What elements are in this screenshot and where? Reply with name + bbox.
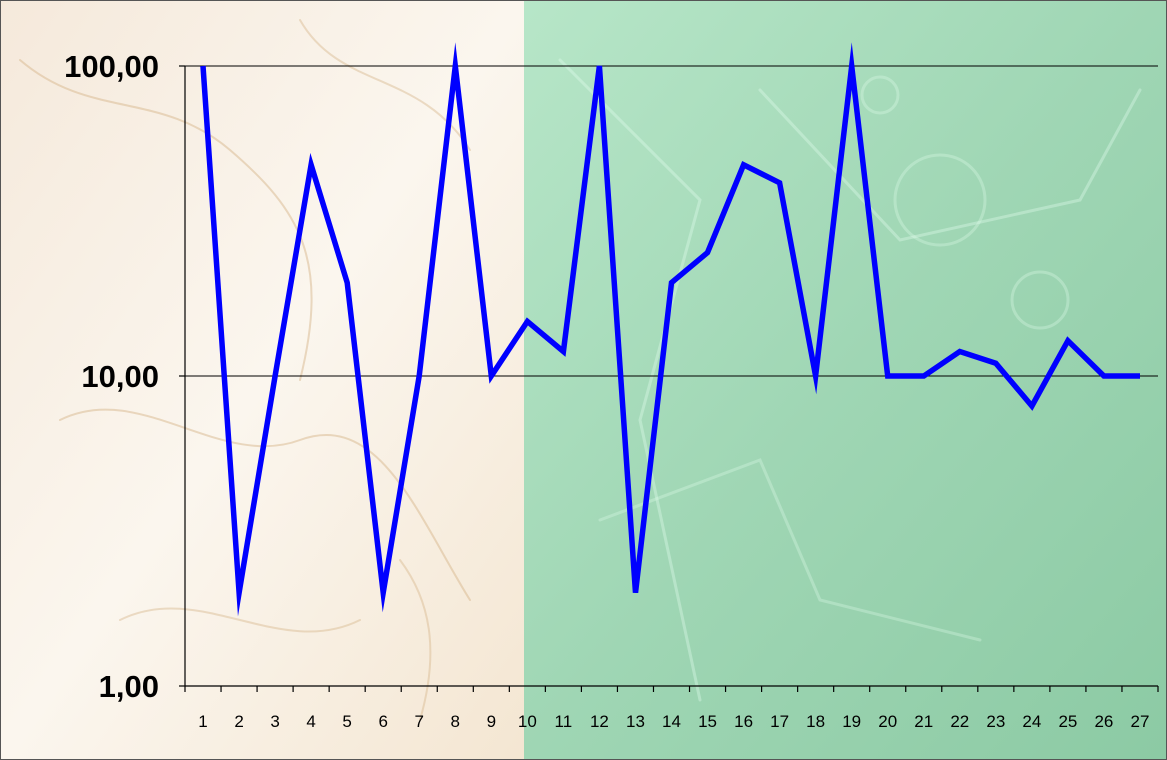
x-tick-label: 6 — [378, 712, 387, 731]
x-tick-label: 1 — [198, 712, 207, 731]
x-tick-label: 25 — [1058, 712, 1077, 731]
x-tick-label: 2 — [234, 712, 243, 731]
background-left-panel — [0, 0, 524, 760]
x-tick-label: 20 — [878, 712, 897, 731]
x-tick-label: 4 — [306, 712, 315, 731]
x-tick-label: 3 — [270, 712, 279, 731]
y-tick-label: 100,00 — [64, 49, 159, 84]
x-tick-label: 13 — [626, 712, 645, 731]
x-tick-label: 21 — [914, 712, 933, 731]
x-tick-label: 19 — [842, 712, 861, 731]
x-tick-label: 27 — [1131, 712, 1150, 731]
x-tick-label: 17 — [770, 712, 789, 731]
x-tick-label: 12 — [590, 712, 609, 731]
x-tick-label: 26 — [1094, 712, 1113, 731]
x-tick-label: 10 — [518, 712, 537, 731]
x-tick-label: 14 — [662, 712, 681, 731]
y-tick-label: 10,00 — [81, 359, 159, 394]
x-tick-label: 5 — [342, 712, 351, 731]
x-tick-label: 8 — [451, 712, 460, 731]
x-tick-label: 7 — [415, 712, 424, 731]
x-tick-label: 16 — [734, 712, 753, 731]
x-tick-label: 11 — [555, 712, 573, 731]
x-tick-label: 15 — [698, 712, 717, 731]
x-tick-label: 24 — [1022, 712, 1041, 731]
x-tick-label: 22 — [950, 712, 969, 731]
x-tick-label: 9 — [487, 712, 496, 731]
x-tick-label: 18 — [806, 712, 825, 731]
x-tick-label: 23 — [986, 712, 1005, 731]
y-tick-label: 1,00 — [99, 669, 159, 704]
